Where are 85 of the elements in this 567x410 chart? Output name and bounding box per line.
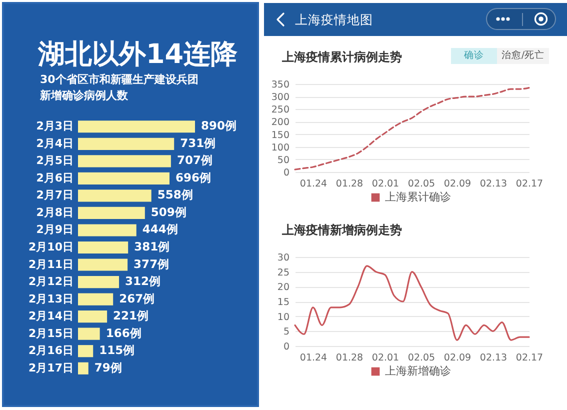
bar bbox=[78, 241, 128, 254]
x-tick-label: 01.28 bbox=[336, 178, 364, 190]
bar bbox=[78, 258, 128, 271]
y-tick-label: 2月13日 bbox=[28, 292, 74, 306]
x-tick-label: 02.17 bbox=[516, 352, 544, 364]
data-label: 312例 bbox=[125, 274, 162, 288]
y-tick-label: 2月10日 bbox=[28, 240, 74, 254]
y-tick-label: 2月12日 bbox=[28, 275, 74, 288]
legend-label: 上海新增确诊 bbox=[385, 364, 451, 378]
bar bbox=[78, 345, 94, 358]
data-label: 696例 bbox=[175, 170, 212, 184]
bar bbox=[78, 138, 174, 150]
legend-label: 上海累计确诊 bbox=[385, 190, 451, 204]
bar bbox=[78, 328, 100, 340]
y-tick-label: 2月17日 bbox=[28, 361, 74, 374]
bar bbox=[78, 190, 152, 202]
data-label: 377例 bbox=[134, 256, 170, 271]
data-label: 509例 bbox=[150, 204, 187, 219]
y-tick-label: 50 bbox=[277, 154, 290, 166]
bar bbox=[78, 206, 145, 220]
y-tick-label: 2月11日 bbox=[28, 258, 74, 271]
chart-subtitle: 30个省区市和新疆生产建设兵团新增确诊病例人数 bbox=[40, 72, 200, 104]
y-tick-label: 2月14日 bbox=[28, 310, 74, 323]
data-label: 444例 bbox=[142, 222, 178, 236]
y-tick-label: 25 bbox=[277, 267, 290, 278]
x-tick-label: 02.13 bbox=[480, 352, 508, 364]
x-tick-label: 02.09 bbox=[444, 178, 472, 190]
y-tick-label: 2月8日 bbox=[36, 206, 74, 219]
data-label: 267例 bbox=[119, 291, 156, 306]
text: 上海疫情地图 bbox=[295, 12, 373, 29]
y-tick-label: 30 bbox=[277, 252, 290, 264]
line-series bbox=[294, 265, 530, 341]
chart-title: 上海疫情新增病例走势 bbox=[282, 222, 402, 239]
x-tick-label: 02.13 bbox=[480, 178, 508, 190]
bar bbox=[78, 120, 195, 133]
bar bbox=[78, 293, 114, 306]
y-tick-label: 2月5日 bbox=[36, 154, 74, 168]
data-label: 115例 bbox=[99, 343, 136, 358]
x-tick-label: 02.05 bbox=[408, 178, 436, 190]
y-tick-label: 0 bbox=[283, 342, 290, 352]
x-tick-label: 02.17 bbox=[516, 178, 544, 190]
x-tick-label: 02.09 bbox=[444, 352, 472, 364]
data-label: 381例 bbox=[134, 240, 170, 254]
y-tick-label: 2月15日 bbox=[28, 326, 74, 340]
y-tick-label: 2月3日 bbox=[36, 120, 74, 133]
bar bbox=[78, 224, 136, 236]
bar bbox=[78, 276, 120, 288]
y-tick-label: 2月16日 bbox=[28, 344, 74, 358]
bar bbox=[78, 362, 88, 374]
y-tick-label: 250 bbox=[271, 104, 290, 116]
data-label: 221例 bbox=[113, 308, 150, 323]
data-label: 166例 bbox=[106, 326, 142, 340]
line-series bbox=[294, 86, 530, 170]
tab-button: 确诊 bbox=[451, 48, 497, 64]
data-label: 890例 bbox=[201, 118, 238, 133]
y-tick-label: 350 bbox=[271, 80, 290, 90]
y-tick-label: 2月6日 bbox=[36, 171, 74, 184]
x-tick-label: 01.24 bbox=[300, 352, 328, 364]
y-tick-label: 0 bbox=[283, 168, 290, 178]
bar bbox=[78, 155, 171, 168]
x-tick-label: 02.05 bbox=[408, 352, 436, 364]
x-tick-label: 02.01 bbox=[372, 352, 400, 364]
tab-button: 治愈/死亡 bbox=[497, 48, 549, 64]
y-tick-label: 200 bbox=[271, 117, 290, 128]
x-tick-label: 01.24 bbox=[300, 178, 328, 190]
data-label: 731例 bbox=[180, 136, 216, 150]
y-tick-label: 2月9日 bbox=[36, 223, 74, 236]
data-label: 707例 bbox=[176, 153, 213, 168]
y-tick-label: 10 bbox=[277, 312, 290, 323]
y-tick-label: 2月7日 bbox=[36, 188, 74, 202]
bar bbox=[78, 310, 108, 323]
y-tick-label: 150 bbox=[271, 130, 290, 141]
data-label: 79例 bbox=[94, 360, 122, 374]
chart-title: 湖北以外14连降 bbox=[38, 38, 238, 72]
x-tick-label: 01.28 bbox=[336, 352, 364, 364]
y-tick-label: 15 bbox=[277, 297, 290, 308]
bar bbox=[78, 172, 170, 184]
data-label: 558例 bbox=[157, 188, 194, 202]
x-tick-label: 02.01 bbox=[372, 178, 400, 190]
chart-title: 上海疫情累计病例走势 bbox=[282, 49, 402, 66]
y-tick-label: 300 bbox=[271, 92, 290, 104]
y-tick-label: 20 bbox=[277, 282, 290, 294]
y-tick-label: 2月4日 bbox=[36, 136, 74, 150]
y-tick-label: 100 bbox=[271, 142, 290, 154]
y-tick-label: 5 bbox=[283, 326, 290, 338]
